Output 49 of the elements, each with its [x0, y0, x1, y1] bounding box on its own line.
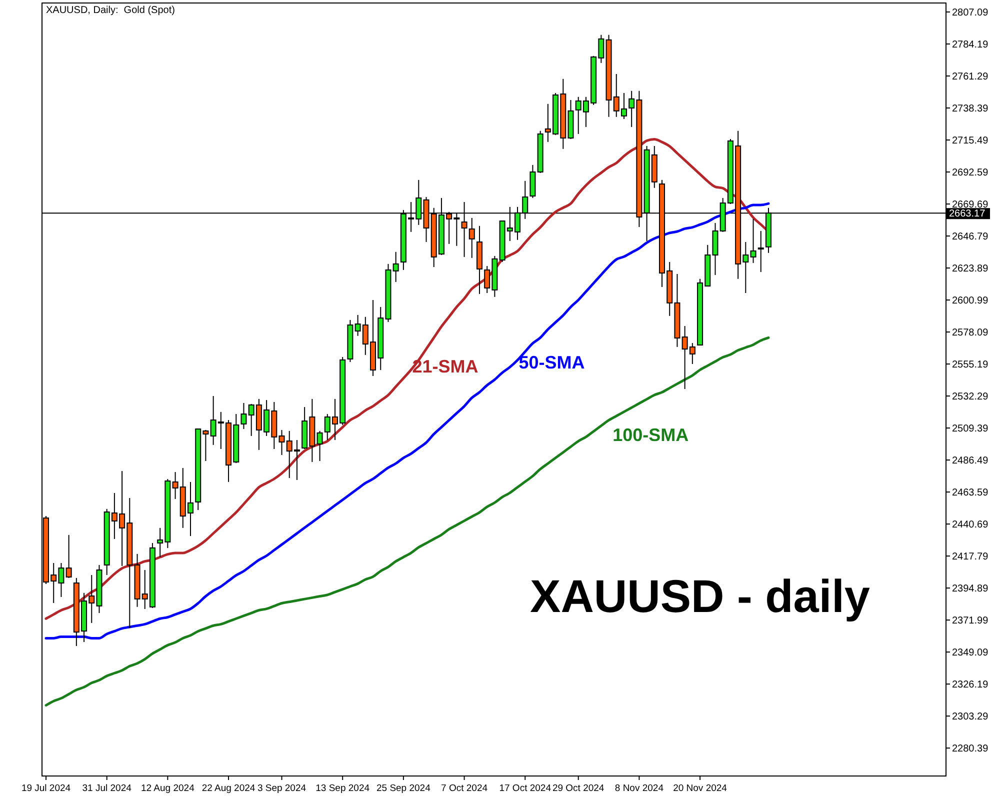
series-label: 50-SMA — [518, 352, 585, 372]
x-tick-label: 13 Sep 2024 — [316, 783, 370, 794]
candlestick — [316, 430, 323, 462]
candlestick — [758, 230, 764, 273]
y-tick-label: 2555.19 — [952, 360, 989, 371]
y-tick-label: 2807.09 — [952, 7, 989, 18]
y-tick-label: 2600.99 — [952, 296, 989, 306]
x-tick-label: 29 Oct 2024 — [552, 783, 604, 794]
y-tick-label: 2692.59 — [952, 167, 989, 178]
x-tick-label: 20 Nov 2024 — [673, 783, 727, 794]
y-tick-label: 2371.99 — [952, 616, 989, 627]
x-tick-label: 19 Jul 2024 — [21, 783, 71, 794]
y-tick-label: 2417.79 — [952, 552, 989, 563]
y-tick-label: 2326.19 — [952, 680, 989, 691]
y-tick-label: 2761.29 — [952, 71, 989, 82]
x-tick-label: 25 Sep 2024 — [376, 783, 430, 794]
candlestick — [750, 218, 756, 264]
x-tick-label: 8 Nov 2024 — [614, 783, 664, 794]
x-tick-label: 7 Oct 2024 — [441, 783, 488, 794]
x-tick-label: 17 Oct 2024 — [499, 783, 551, 794]
y-tick-label: 2440.69 — [952, 520, 989, 531]
y-tick-label: 2623.89 — [952, 263, 989, 274]
annotation: XAUUSD - daily — [530, 570, 870, 622]
y-tick-label: 2349.09 — [952, 648, 989, 659]
candlestick — [240, 402, 247, 430]
series-label: 21-SMA — [412, 356, 478, 377]
series-label: 100-SMA — [612, 425, 689, 446]
y-tick-label: 2280.39 — [952, 744, 989, 755]
y-tick-label: 2486.49 — [952, 456, 989, 467]
candlestick — [392, 251, 399, 282]
y-tick-label: 2303.29 — [952, 712, 989, 723]
y-tick-label: 2532.29 — [952, 392, 989, 403]
y-tick-label: 2646.79 — [952, 231, 989, 242]
y-tick-label: 2509.39 — [952, 424, 989, 435]
x-tick-label: 22 Aug 2024 — [202, 783, 256, 794]
y-tick-label: 2738.39 — [952, 103, 989, 114]
x-tick-label: 3 Sep 2024 — [257, 783, 306, 794]
y-tick-label: 2578.09 — [952, 328, 989, 339]
y-tick-label: 2715.49 — [952, 135, 989, 146]
ref-line-label: 2663.17 — [949, 208, 986, 220]
y-tick-label: 2463.59 — [952, 488, 989, 499]
candlestick — [468, 217, 475, 258]
y-tick-label: 2784.19 — [952, 39, 989, 50]
x-tick-label: 12 Aug 2024 — [141, 783, 194, 794]
candlestick — [66, 534, 72, 578]
chart-title: XAUUSD, Daily: Gold (Spot) — [46, 5, 175, 16]
x-tick-label: 31 Jul 2024 — [82, 783, 132, 794]
y-tick-label: 2394.89 — [952, 584, 989, 595]
y-tick-label: 2669.69 — [952, 199, 989, 210]
